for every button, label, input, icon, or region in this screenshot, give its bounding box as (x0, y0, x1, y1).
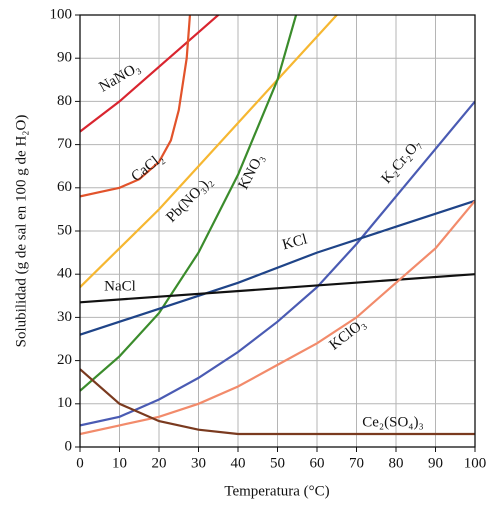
x-tick-label: 50 (270, 455, 285, 471)
x-axis-label: Temperatura (°C) (224, 483, 329, 499)
series-line (80, 15, 220, 133)
series-line (80, 100, 475, 427)
series-label: K₂Cr₂O₇ (379, 136, 425, 186)
series-label: Pb(NO₃)₂ (163, 173, 215, 225)
x-tick-label: 0 (76, 455, 84, 471)
y-tick-label: 100 (50, 6, 73, 22)
series-line (80, 15, 339, 288)
series-line (80, 273, 475, 304)
y-tick-label: 50 (57, 222, 72, 238)
series-line (80, 15, 298, 392)
series-label: NaCl (104, 278, 136, 294)
x-tick-label: 30 (191, 455, 206, 471)
y-tick-label: 70 (57, 136, 72, 152)
x-tick-label: 20 (152, 455, 167, 471)
x-tick-label: 80 (389, 455, 404, 471)
series-line (80, 199, 475, 336)
plot-area (80, 15, 475, 436)
x-tick-label: 40 (231, 455, 246, 471)
y-tick-label: 30 (57, 309, 72, 325)
y-tick-label: 0 (65, 438, 73, 454)
x-tick-label: 10 (112, 455, 127, 471)
x-tick-label: 90 (428, 455, 443, 471)
y-tick-label: 80 (57, 93, 72, 109)
series-line (80, 15, 192, 198)
series-line (80, 368, 475, 436)
y-tick-label: 60 (57, 179, 72, 195)
y-axis-label: Solubilidad (g de sal en 100 g de H₂O) (13, 115, 29, 348)
plot-frame (79, 14, 476, 448)
y-tick-label: 90 (57, 50, 72, 66)
series-label: CaCl₂ (129, 150, 167, 185)
y-tick-label: 40 (57, 266, 72, 282)
y-tick-label: 20 (57, 352, 72, 368)
series-label: KClO₃ (327, 316, 369, 354)
x-tick-label: 70 (349, 455, 364, 471)
series-line (80, 200, 475, 436)
y-tick-label: 10 (57, 395, 72, 411)
x-tick-label: 100 (464, 455, 487, 471)
series-label: Ce₂(SO₄)₃ (362, 414, 424, 430)
series-label: KCl (281, 231, 309, 253)
x-tick-label: 60 (310, 455, 325, 471)
